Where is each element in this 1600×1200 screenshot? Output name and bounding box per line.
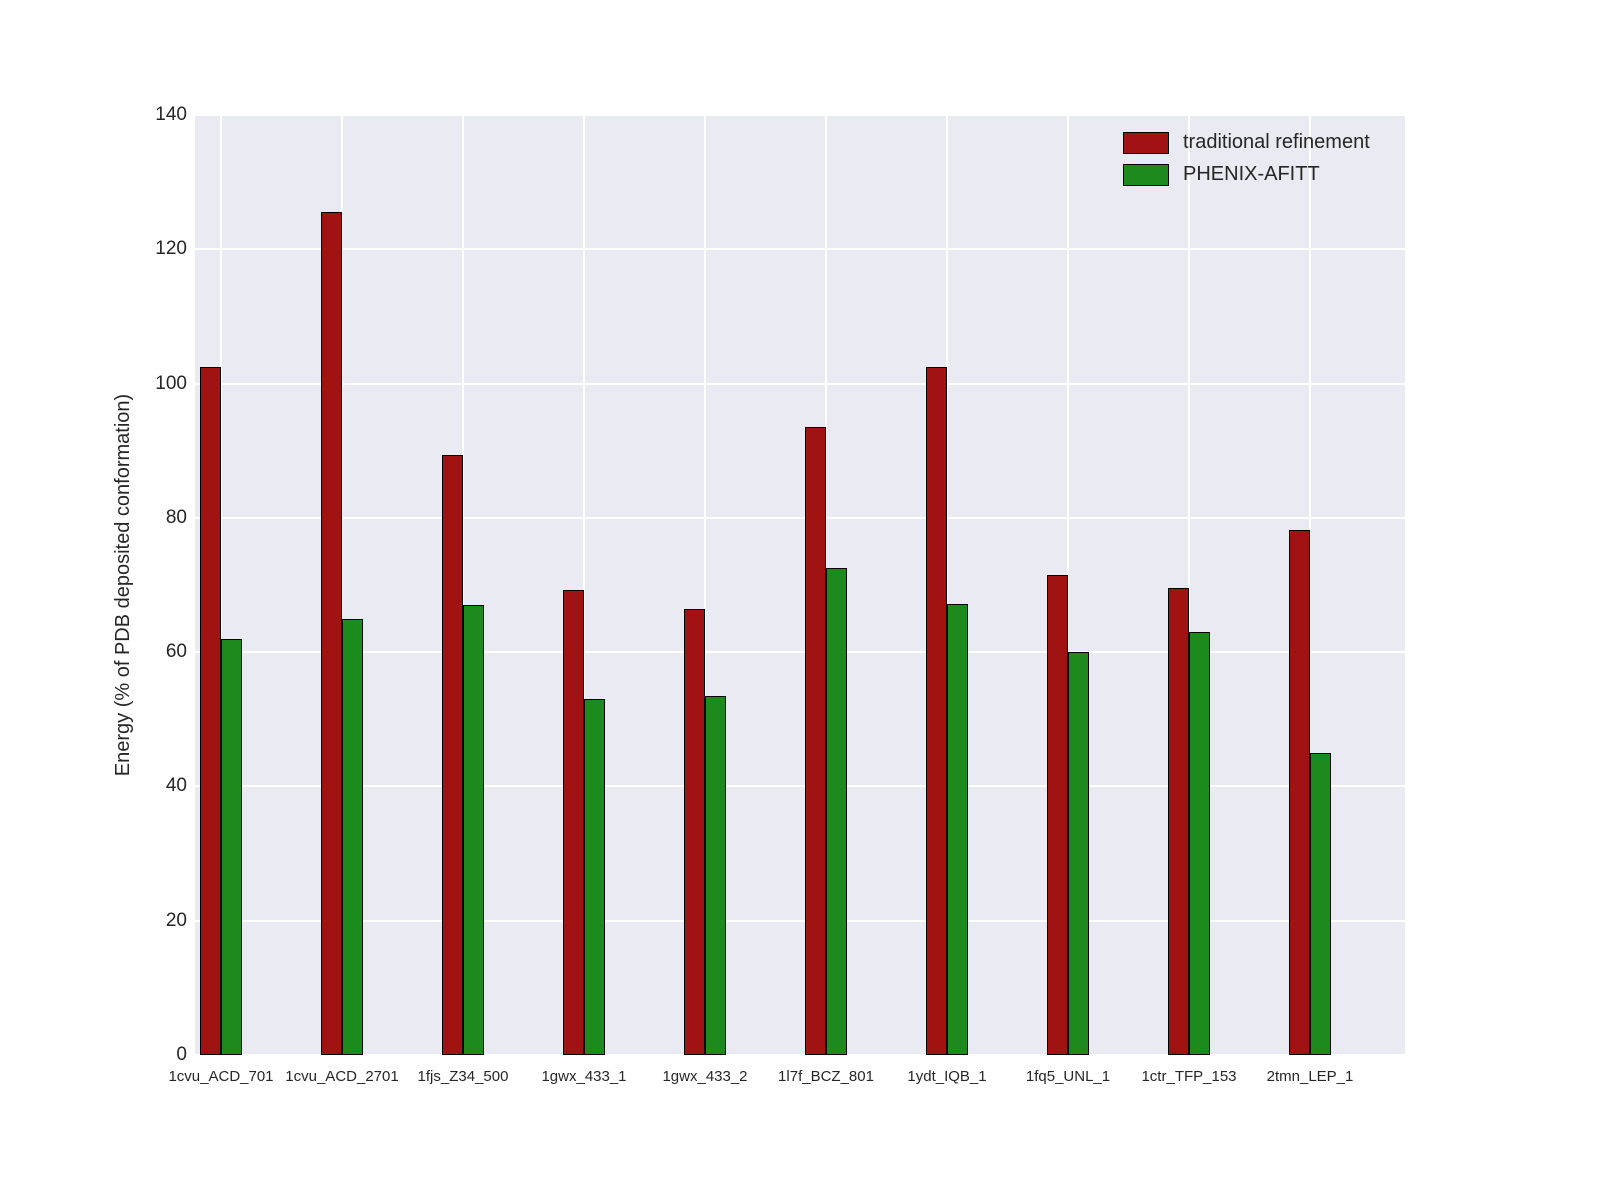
bar-traditional-refinement: [926, 366, 947, 1055]
bar-phenix-afitt: [584, 699, 605, 1055]
legend-label: PHENIX-AFITT: [1183, 163, 1320, 185]
x-tick-label: 1cvu_ACD_701: [168, 1068, 274, 1085]
grid-line-vertical: [220, 115, 222, 1055]
x-tick-label: 1ctr_TFP_153: [1141, 1068, 1237, 1085]
y-tick-label: 120: [155, 238, 187, 260]
grid-line-horizontal: [195, 1054, 1405, 1056]
bar-traditional-refinement: [684, 608, 705, 1055]
x-tick-label: 1fq5_UNL_1: [1025, 1068, 1111, 1085]
plot-area: [195, 114, 1405, 1056]
bar-traditional-refinement: [321, 212, 342, 1055]
grid-line-horizontal: [195, 114, 1405, 116]
bar-phenix-afitt: [705, 695, 726, 1055]
grid-line-horizontal: [195, 248, 1405, 251]
grid-line-vertical: [462, 115, 464, 1055]
grid-line-vertical: [704, 115, 706, 1055]
legend-swatch: [1123, 163, 1169, 186]
bar-phenix-afitt: [1068, 652, 1089, 1055]
legend-swatch: [1123, 131, 1169, 154]
legend: traditional refinement PHENIX-AFITT: [1123, 131, 1370, 195]
bar-traditional-refinement: [805, 427, 826, 1055]
grid-line-vertical: [1067, 115, 1069, 1055]
y-tick-label: 80: [165, 506, 187, 528]
y-tick-label: 60: [165, 641, 187, 663]
grid-line-horizontal: [195, 516, 1405, 519]
legend-item: traditional refinement: [1123, 131, 1370, 154]
grid-line-vertical: [1309, 115, 1311, 1055]
bar-phenix-afitt: [463, 605, 484, 1055]
x-tick-label: 2tmn_LEP_1: [1266, 1068, 1354, 1085]
x-tick-label: 1cvu_ACD_2701: [285, 1068, 399, 1085]
bar-phenix-afitt: [221, 638, 242, 1055]
bar-traditional-refinement: [1168, 588, 1189, 1055]
bar-traditional-refinement: [563, 590, 584, 1055]
bar-traditional-refinement: [442, 455, 463, 1055]
grid-line-vertical: [341, 115, 343, 1055]
grid-line-horizontal: [195, 651, 1405, 654]
bar-traditional-refinement: [1047, 574, 1068, 1055]
grid-line-horizontal: [195, 785, 1405, 788]
bar-phenix-afitt: [826, 568, 847, 1055]
bar-phenix-afitt: [1189, 632, 1210, 1055]
legend-label: traditional refinement: [1183, 131, 1370, 153]
grid-line-horizontal: [195, 382, 1405, 385]
x-tick-label: 1ydt_IQB_1: [907, 1068, 987, 1085]
grid-line-vertical: [1188, 115, 1190, 1055]
y-tick-label: 140: [155, 104, 187, 125]
x-tick-label: 1l7f_BCZ_801: [778, 1068, 874, 1085]
y-tick-label: 40: [165, 775, 187, 797]
grid-line-vertical: [946, 115, 948, 1055]
bar-phenix-afitt: [947, 603, 968, 1055]
bar-traditional-refinement: [1289, 529, 1310, 1055]
y-tick-label: 100: [155, 372, 187, 394]
bar-phenix-afitt: [342, 618, 363, 1055]
x-tick-label: 1gwx_433_2: [662, 1068, 748, 1085]
grid-line-horizontal: [195, 919, 1405, 922]
y-tick-label: 20: [165, 909, 187, 931]
x-tick-label: 1fjs_Z34_500: [417, 1068, 509, 1085]
bar-traditional-refinement: [200, 366, 221, 1055]
y-tick-label: 0: [176, 1044, 187, 1065]
x-tick-label: 1gwx_433_1: [541, 1068, 627, 1085]
grid-line-vertical: [583, 115, 585, 1055]
bar-phenix-afitt: [1310, 752, 1331, 1055]
legend-item: PHENIX-AFITT: [1123, 163, 1370, 186]
